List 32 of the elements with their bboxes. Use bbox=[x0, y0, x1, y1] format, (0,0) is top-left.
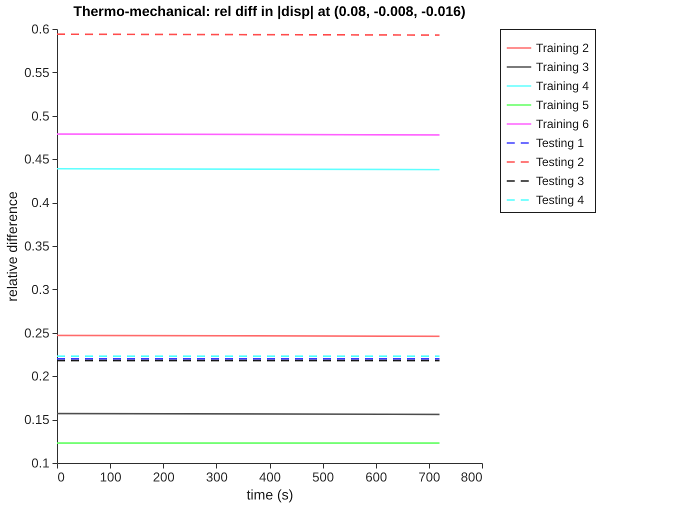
x-tick-label: 200 bbox=[152, 470, 175, 484]
x-tick-label: 800 bbox=[460, 470, 482, 484]
legend-label: Training 2 bbox=[536, 41, 590, 55]
x-tick-label: 100 bbox=[100, 470, 122, 484]
y-tick-label: 0.45 bbox=[24, 152, 50, 167]
y-axis-title: relative difference bbox=[4, 191, 20, 302]
legend-label: Testing 2 bbox=[536, 155, 584, 169]
y-tick-label: 0.55 bbox=[24, 64, 50, 80]
y-tick-label: 0.5 bbox=[31, 108, 50, 124]
y-tick-label: 0.3 bbox=[31, 282, 50, 297]
x-tick-label: 700 bbox=[418, 470, 440, 484]
legend-label: Testing 1 bbox=[536, 136, 584, 150]
y-tick-label: 0.4 bbox=[31, 195, 50, 210]
x-tick-label: 300 bbox=[206, 470, 228, 484]
y-tick-label: 0.6 bbox=[31, 22, 50, 36]
x-axis-title: time (s) bbox=[246, 486, 294, 502]
legend-label: Training 6 bbox=[536, 117, 590, 131]
legend-label: Training 4 bbox=[536, 79, 590, 93]
y-tick-label: 0.1 bbox=[31, 456, 50, 470]
x-tick-label: 500 bbox=[312, 470, 334, 484]
y-tick-label: 0.25 bbox=[24, 325, 50, 340]
y-tick-label: 0.15 bbox=[24, 412, 50, 428]
x-tick-label: 0 bbox=[58, 470, 65, 484]
x-tick-label: 600 bbox=[365, 470, 388, 484]
legend-label: Training 5 bbox=[536, 98, 590, 112]
chart-title: Thermo-mechanical: rel diff in |disp| at (0.08, -0.008, -0.016) bbox=[73, 3, 466, 20]
legend-label: Testing 4 bbox=[536, 193, 584, 207]
legend-label: Testing 3 bbox=[536, 174, 584, 188]
legend-label: Training 3 bbox=[536, 60, 590, 74]
y-tick-label: 0.35 bbox=[24, 238, 50, 254]
x-tick-label: 400 bbox=[259, 470, 281, 484]
y-tick-label: 0.2 bbox=[31, 368, 50, 384]
